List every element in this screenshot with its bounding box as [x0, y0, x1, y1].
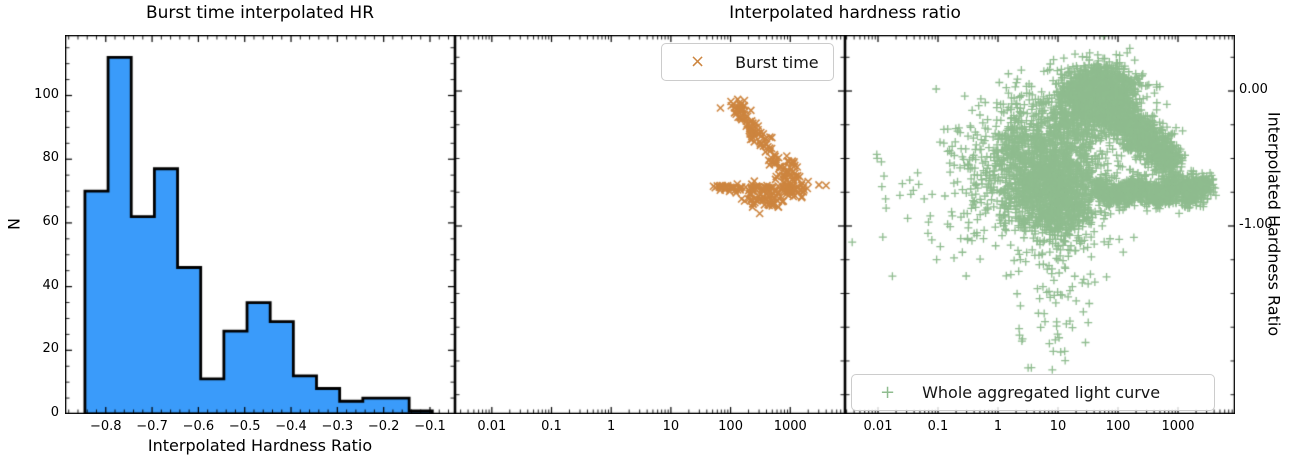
histogram-canvas	[65, 35, 455, 414]
hist-x-tick-label: −0.3	[321, 419, 354, 434]
right-y-tick-label: -1.00	[1239, 216, 1273, 232]
burst-legend-label: Burst time	[735, 52, 819, 72]
hist-x-tick-label: −0.6	[182, 419, 215, 434]
scatter-x-tick-label: 1	[993, 419, 1003, 434]
scatter-x-tick-label: 0.1	[541, 419, 562, 434]
plus-marker-icon: +	[880, 381, 896, 403]
hist-y-tick-label: 80	[42, 150, 59, 166]
right-y-tick-label: 0.00	[1239, 82, 1268, 97]
hist-x-tick-label: −0.7	[136, 419, 168, 434]
scatter-x-tick-label: 1000	[773, 419, 807, 434]
hist-x-tick-label: −0.2	[367, 419, 400, 434]
hist-y-tick-label: 40	[42, 277, 59, 293]
hist-x-tick-label: −0.5	[228, 419, 261, 434]
scatter-x-tick-label: 10	[662, 419, 680, 434]
x-marker-icon: ×	[690, 51, 706, 72]
whole-scatter-panel: + Whole aggregated light curve	[845, 35, 1235, 414]
hist-y-tick-label: 20	[42, 341, 59, 357]
hist-y-tick-label: 100	[34, 86, 59, 102]
scatter-x-tick-label: 1	[607, 419, 616, 434]
scatter-x-tick-label: 100	[1105, 419, 1131, 434]
histogram-x-axis-label: Interpolated Hardness Ratio	[147, 436, 373, 455]
burst-scatter-panel: × Burst time	[455, 35, 845, 414]
hist-y-tick-label: 0	[50, 405, 59, 420]
whole-scatter-canvas	[845, 35, 1235, 414]
scatter-title: Interpolated hardness ratio	[729, 3, 961, 23]
scatter-x-tick-label: 100	[718, 419, 743, 434]
hist-x-tick-label: −0.4	[275, 419, 307, 434]
burst-legend: × Burst time	[661, 43, 834, 81]
hist-x-tick-label: −0.1	[414, 419, 446, 434]
hist-y-tick-label: 60	[42, 213, 59, 229]
scatter-x-tick-label: 0.01	[863, 419, 893, 434]
whole-legend: + Whole aggregated light curve	[851, 374, 1215, 411]
hist-x-tick-label: −0.8	[89, 419, 122, 434]
scatter-x-tick-label: 1000	[1161, 419, 1195, 434]
scatter-x-tick-label: 10	[1049, 419, 1067, 434]
histogram-title: Burst time interpolated HR	[145, 3, 375, 23]
burst-scatter-canvas	[455, 35, 845, 414]
scatter-x-tick-label: 0.1	[927, 419, 949, 434]
scatter-x-tick-label: 0.01	[477, 419, 507, 434]
whole-legend-label: Whole aggregated light curve	[922, 383, 1161, 402]
histogram-panel	[65, 35, 455, 414]
